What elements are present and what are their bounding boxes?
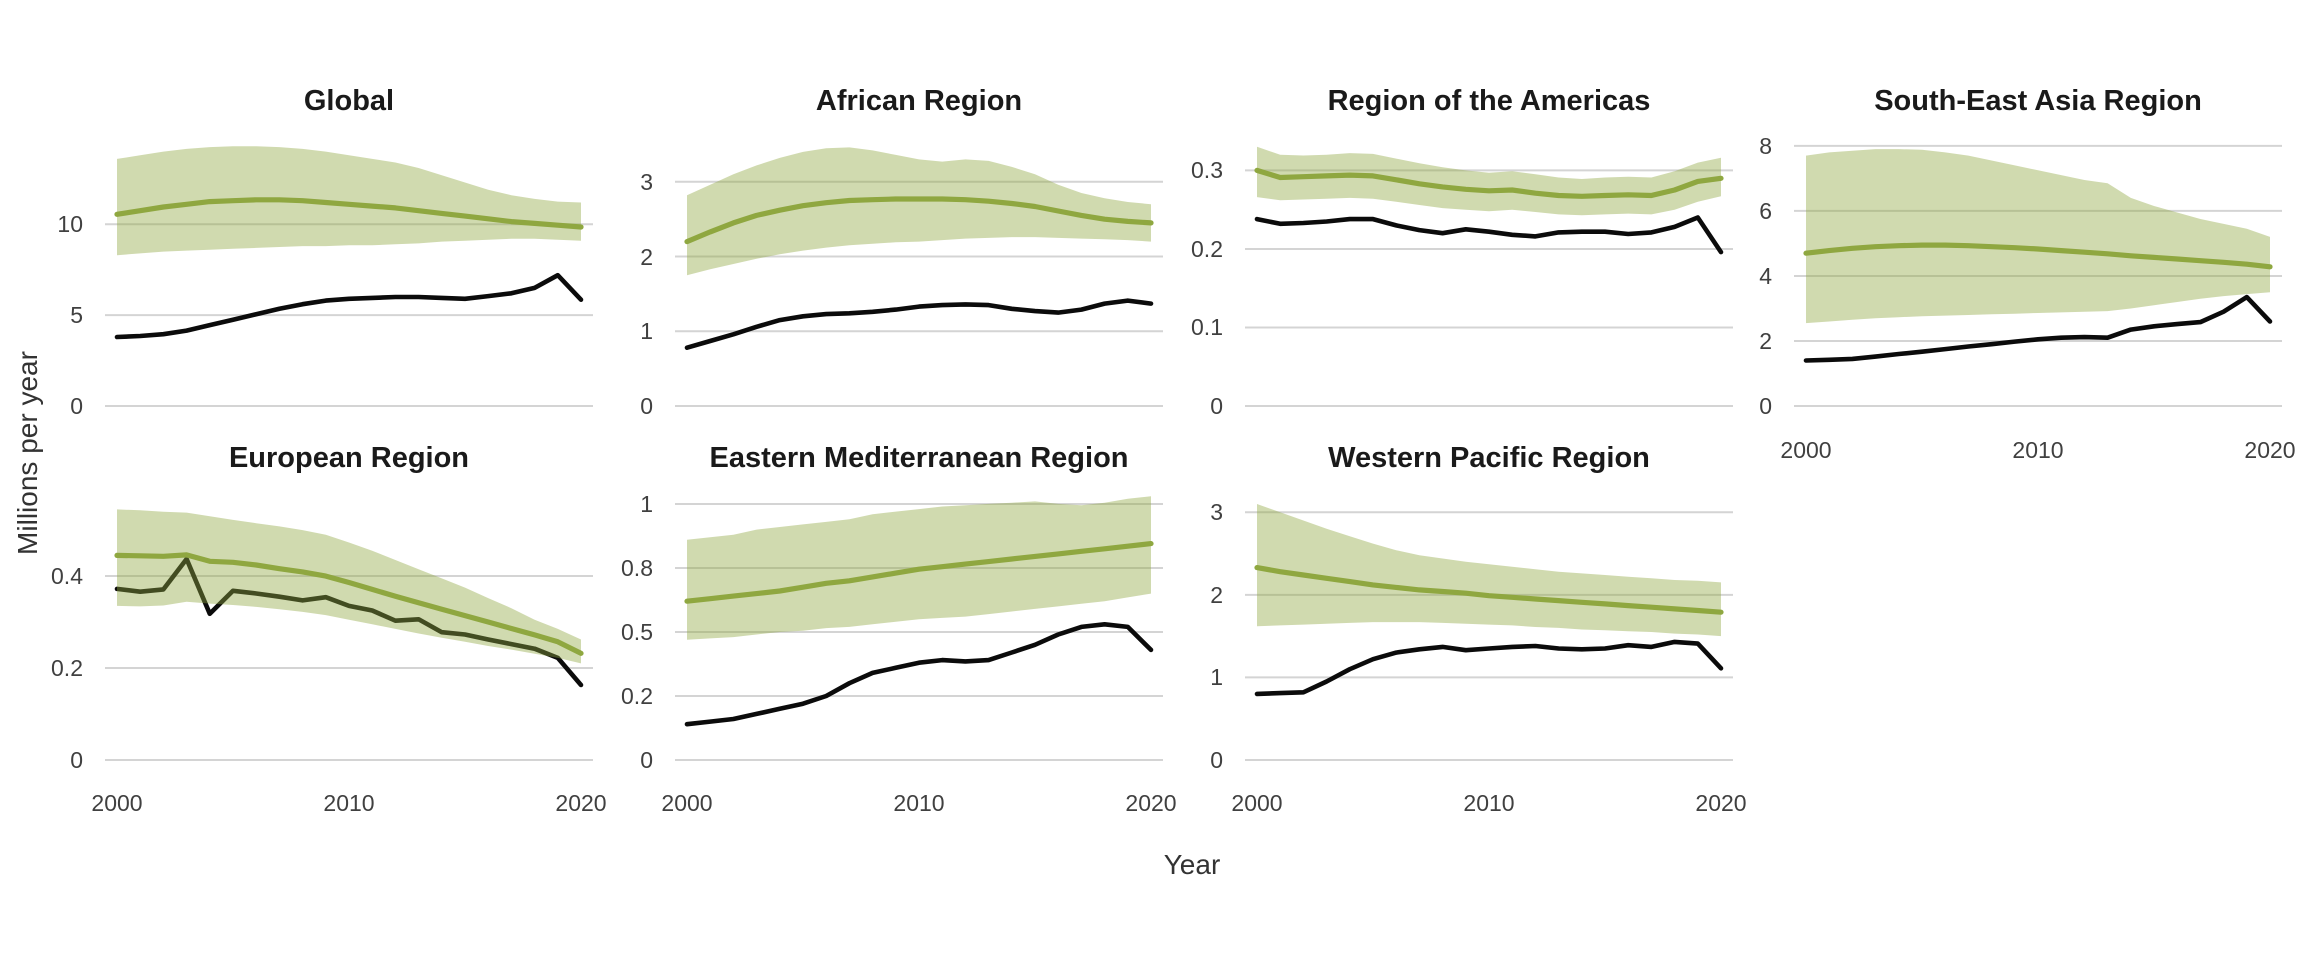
y-tick-label: 0.1: [1191, 314, 1223, 341]
x-tick-label: 2020: [1695, 790, 1747, 816]
panel-plot-western-pacific-region: [1245, 504, 1733, 761]
y-tick-label: 8: [1759, 132, 1772, 159]
uncertainty-band: [687, 496, 1151, 640]
uncertainty-band: [1257, 146, 1721, 216]
y-tick-label: 2: [1759, 327, 1772, 354]
y-tick-label: 2: [1210, 581, 1223, 608]
y-tick-label: 0: [1210, 747, 1223, 773]
panel-plot-south-east-asia-region: [1794, 144, 2282, 407]
x-tick-label: 2010: [893, 790, 945, 816]
y-tick-label: 0: [640, 747, 653, 773]
trend-line-black: [684, 298, 1154, 350]
x-tick-label: 2000: [1231, 790, 1283, 816]
panel-title-western-pacific-region: Western Pacific Region: [1328, 442, 1650, 474]
panel-title-global: Global: [303, 85, 395, 117]
y-tick-label: 4: [1759, 262, 1772, 289]
trend-line-green: [114, 552, 584, 656]
panel-plot-global: [105, 146, 593, 407]
panel-title-european-region: European Region: [228, 442, 470, 474]
y-tick-label: 0: [1210, 393, 1223, 419]
y-tick-label: 0.2: [51, 655, 83, 682]
x-tick-label: 2020: [1125, 790, 1177, 816]
panel-plot-region-of-the-americas: [1245, 146, 1733, 407]
y-tick-label: 0.3: [1191, 157, 1223, 184]
trend-line-green: [1254, 167, 1724, 199]
trend-line-green: [684, 540, 1154, 604]
x-tick-label: 2010: [2012, 437, 2064, 463]
uncertainty-band: [117, 509, 581, 664]
x-axis-title: Year: [1163, 849, 1221, 880]
y-axis-title: Millions per year: [12, 351, 43, 555]
panel-plot-european-region: [105, 509, 593, 761]
y-tick-label: 1: [1210, 664, 1223, 691]
trend-line-black: [1803, 294, 2273, 363]
panel-title-south-east-asia-region: South-East Asia Region: [1874, 85, 2202, 117]
y-tick-label: 0: [70, 747, 83, 773]
x-tick-label: 2020: [555, 790, 607, 816]
panel-plot-african-region: [675, 147, 1163, 407]
panel-title-eastern-mediterranean-region: Eastern Mediterranean Region: [709, 442, 1129, 474]
x-tick-label: 2010: [1463, 790, 1515, 816]
y-tick-label: 6: [1759, 197, 1772, 224]
trend-line-black: [1254, 639, 1724, 697]
x-tick-label: 2000: [1780, 437, 1832, 463]
trend-line-black: [684, 622, 1154, 727]
x-tick-label: 2020: [2244, 437, 2296, 463]
trend-line-black: [114, 272, 584, 340]
x-tick-label: 2000: [91, 790, 143, 816]
x-tick-label: 2010: [323, 790, 375, 816]
trend-line-green: [684, 196, 1154, 245]
panel-title-region-of-the-americas: Region of the Americas: [1327, 85, 1651, 117]
trend-line-black: [1254, 215, 1724, 255]
y-tick-label: 5: [70, 302, 83, 329]
trend-line-green: [1254, 564, 1724, 615]
uncertainty-band: [1257, 504, 1721, 637]
y-tick-label: 0.5: [621, 618, 653, 645]
panel-title-african-region: African Region: [815, 85, 1023, 117]
y-tick-label: 0.4: [51, 563, 83, 590]
trend-line-green: [114, 197, 584, 230]
y-tick-label: 0: [70, 393, 83, 419]
y-tick-label: 2: [640, 243, 653, 270]
trend-line-green: [1803, 242, 2273, 270]
panel-plot-eastern-mediterranean-region: [675, 496, 1163, 761]
y-tick-label: 0.2: [1191, 235, 1223, 262]
uncertainty-band: [687, 147, 1151, 276]
uncertainty-band: [117, 146, 581, 256]
y-tick-label: 10: [57, 211, 83, 238]
y-tick-label: 3: [1210, 499, 1223, 526]
y-tick-label: 0: [640, 393, 653, 419]
y-tick-label: 0: [1759, 393, 1772, 419]
y-tick-label: 1: [640, 318, 653, 345]
x-tick-label: 2000: [661, 790, 713, 816]
y-tick-label: 0.2: [621, 682, 653, 709]
uncertainty-band: [1806, 149, 2270, 324]
y-tick-label: 3: [640, 168, 653, 195]
y-tick-label: 1: [640, 490, 653, 517]
trend-line-black: [114, 556, 584, 688]
y-tick-label: 0.8: [621, 554, 653, 581]
